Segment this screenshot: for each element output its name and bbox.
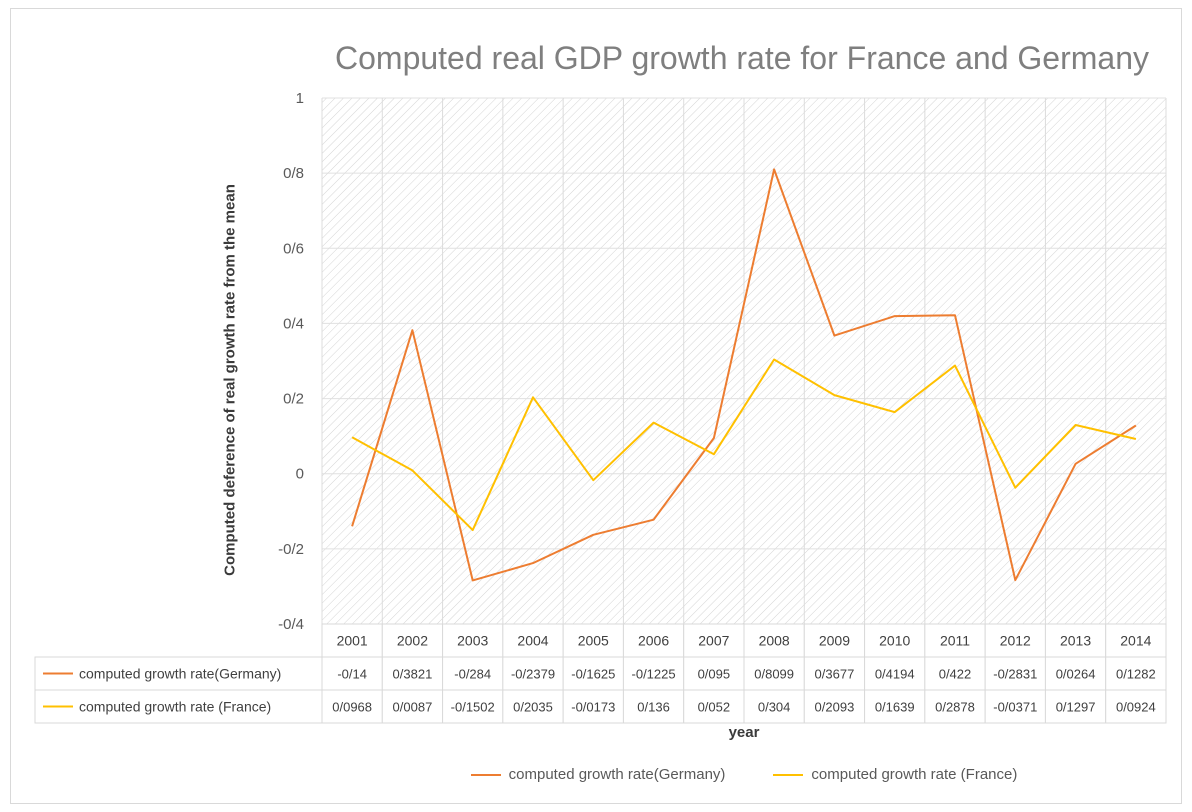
table-value-label: 0/1639 [875,700,915,715]
table-header-cell [381,623,444,658]
table-value-label: -0/2379 [511,667,555,682]
table-cell [381,689,444,724]
table-header-cell [864,623,926,658]
table-value-label: -0/1625 [571,667,615,682]
table-header-cell [803,623,866,658]
table-value-label: -0/14 [337,667,367,682]
data-table: 2001 2002 2003 2004 2005 2006 2007 2008 2009 2010… [34,623,1167,724]
legend-line-key [773,773,804,776]
y-tick-label: 0 [296,466,304,483]
table-row-header [34,689,323,724]
x-category-label: 2003 [457,633,488,649]
chart-title: Computed real GDP growth rate for France… [335,40,1149,76]
table-value-label: -0/0371 [993,700,1037,715]
y-axis-ticks: 1 0/8 0/6 0/4 0/2 0 -0/2 -0/4 [278,90,304,633]
x-category-label: 2012 [1000,633,1031,649]
table-cell [864,689,926,724]
table-header-cell [321,623,383,658]
table-header-cell [622,623,685,658]
table-cell [1105,656,1167,691]
x-category-label: 2014 [1120,633,1151,649]
table-value-label: 0/3677 [815,667,855,682]
table-header-cell [1044,623,1107,658]
table-value-label: 0/0924 [1116,700,1156,715]
table-value-label: 0/2093 [815,700,855,715]
series-line-france [351,358,1137,532]
table-value-label: -0/1225 [632,667,676,682]
table-cell [803,689,866,724]
legend-item: computed growth rate(Germany) [470,766,726,783]
table-value-label: -0/284 [454,667,491,682]
table-cell [562,689,624,724]
legend-label: computed growth rate (France) [811,766,1018,783]
table-cell [1044,689,1107,724]
table-cell [381,656,444,691]
table-value-label: -0/0173 [571,700,615,715]
table-cell [984,656,1046,691]
x-category-label: 2005 [578,633,609,649]
x-category-label: 2006 [638,633,669,649]
table-value-label: -0/2831 [993,667,1037,682]
legend-line-key [470,773,501,776]
y-tick-label: -0/2 [278,541,304,558]
table-header-cell [924,623,986,658]
table-header-cell [683,623,745,658]
x-category-label: 2007 [698,633,729,649]
table-series-name: computed growth rate (France) [79,699,271,715]
table-value-label: 0/304 [758,700,791,715]
y-tick-label: -0/4 [278,616,304,633]
table-cell [321,689,383,724]
table-cell [562,656,624,691]
table-cell [1105,689,1167,724]
table-cell [622,689,685,724]
x-category-label: 2010 [879,633,910,649]
table-value-label: 0/0087 [393,700,433,715]
series-line-germany [351,168,1137,582]
legend-item: computed growth rate (France) [773,766,1017,783]
table-value-label: 0/8099 [754,667,794,682]
y-tick-label: 0/4 [283,315,304,332]
series-lines [351,168,1137,582]
legend-label: computed growth rate(Germany) [508,766,726,783]
x-category-label: 2009 [819,633,850,649]
table-value-label: 0/3821 [393,667,433,682]
table-value-label: 0/0264 [1056,667,1096,682]
y-tick-label: 0/6 [283,240,304,257]
x-category-label: 2002 [397,633,428,649]
x-category-label: 2004 [517,633,548,649]
table-value-label: 0/136 [637,700,670,715]
table-cell [683,689,745,724]
table-value-label: -0/1502 [451,700,495,715]
x-category-label: 2011 [940,633,970,649]
table-value-label: 0/2878 [935,700,975,715]
table-header-cell [502,623,564,658]
y-tick-label: 1 [296,90,304,107]
table-header-cell [743,623,805,658]
table-value-label: 0/2035 [513,700,553,715]
table-value-label: 0/052 [698,700,731,715]
x-category-label: 2001 [337,633,368,649]
table-cell [743,656,805,691]
table-value-label: 0/422 [939,667,972,682]
y-tick-label: 0/2 [283,391,304,408]
table-value-label: 0/1297 [1056,700,1096,715]
table-cell [321,656,383,691]
table-value-label: 0/0968 [332,700,372,715]
x-axis-title: year [728,724,760,741]
table-cell [864,656,926,691]
table-value-label: 0/095 [698,667,731,682]
table-value-label: 0/1282 [1116,667,1156,682]
x-category-label: 2013 [1060,633,1091,649]
table-series-name: computed growth rate(Germany) [79,666,281,682]
table-cell [442,689,504,724]
table-cell [622,656,685,691]
legend: computed growth rate(Germany) computed gr… [322,766,1166,783]
table-cell [502,689,564,724]
table-cell [803,656,866,691]
table-value-label: 0/4194 [875,667,915,682]
y-tick-label: 0/8 [283,165,304,182]
x-category-label: 2008 [759,633,790,649]
